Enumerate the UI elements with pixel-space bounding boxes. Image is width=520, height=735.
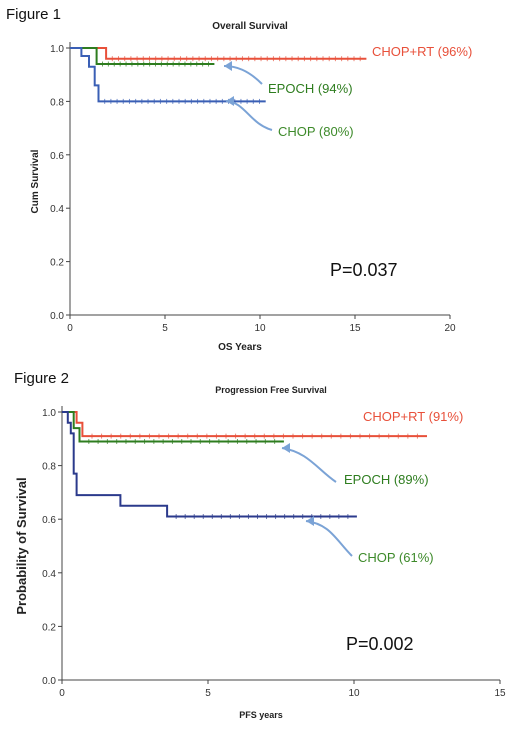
chart1-series-line-2 xyxy=(70,47,215,65)
chart1-y-tick-label: 0.4 xyxy=(50,204,64,215)
chart1-x-tick-label: 0 xyxy=(67,323,73,334)
chart2-series-line-2 xyxy=(62,411,284,443)
chart1-x-tick-label: 5 xyxy=(162,323,168,334)
chart1-y-tick-label: 0.0 xyxy=(50,311,64,322)
chart2-x-tick-label: 0 xyxy=(59,688,65,699)
chart1-x-axis-label: OS Years xyxy=(218,342,262,353)
chart1-y-axis-label: Cum Survival xyxy=(30,149,41,213)
figure-1-label: Figure 1 xyxy=(6,6,62,23)
chart2-y-axis-label: Probability of Survival xyxy=(14,477,29,614)
chart2-y-tick-label: 0.6 xyxy=(42,515,56,526)
chart2-x-axis-label: PFS years xyxy=(239,710,283,720)
chart2-x-tick-label: 15 xyxy=(494,688,506,699)
chart2-title: Progression Free Survival xyxy=(215,385,327,395)
chart1-x-tick-label: 20 xyxy=(444,323,456,334)
chart1-y-tick-label: 1.0 xyxy=(50,44,64,55)
chart2-x-tick-label: 10 xyxy=(348,688,360,699)
chart2-legend-label-3: CHOP (61%) xyxy=(358,550,434,565)
chart2-legend-arrowhead-2 xyxy=(282,443,290,453)
chart2-p-value: P=0.002 xyxy=(346,634,414,654)
chart1-legend-label-3: CHOP (80%) xyxy=(278,124,354,139)
chart1-y-tick-label: 0.2 xyxy=(50,258,64,269)
chart1-legend-label-2: EPOCH (94%) xyxy=(268,81,353,96)
chart2-legend-arrow-2 xyxy=(281,447,337,483)
chart1-title: Overall Survival xyxy=(212,21,288,32)
chart1-y-tick-label: 0.6 xyxy=(50,151,64,162)
chart1-series-line-1 xyxy=(70,47,367,60)
chart2-legend-label-1: CHOP+RT (91%) xyxy=(363,409,463,424)
chart2-series-line-3 xyxy=(62,411,357,518)
chart2-y-tick-label: 0.0 xyxy=(42,676,56,687)
chart2-y-tick-label: 0.8 xyxy=(42,462,56,473)
chart1-y-tick-label: 0.8 xyxy=(50,97,64,108)
chart1-p-value: P=0.037 xyxy=(330,260,398,280)
chart1-legend-arrow-3 xyxy=(225,100,273,131)
chart1-legend-arrowhead-3 xyxy=(226,96,234,106)
chart2-legend-arrow-3 xyxy=(305,520,353,557)
chart2-x-tick-label: 5 xyxy=(205,688,211,699)
chart2-y-tick-label: 1.0 xyxy=(42,408,56,419)
chart1-x-tick-label: 15 xyxy=(349,323,361,334)
chart1-legend-arrowhead-2 xyxy=(224,61,232,71)
chart2-y-tick-label: 0.4 xyxy=(42,569,56,580)
figure-2-label: Figure 2 xyxy=(14,370,70,387)
chart1-series-line-3 xyxy=(70,47,266,103)
chart1-legend-label-1: CHOP+RT (96%) xyxy=(372,44,472,59)
chart1-x-tick-label: 10 xyxy=(254,323,266,334)
chart2-legend-arrowhead-3 xyxy=(306,516,314,526)
chart2-y-tick-label: 0.2 xyxy=(42,622,56,633)
chart2-legend-label-2: EPOCH (89%) xyxy=(344,472,429,487)
